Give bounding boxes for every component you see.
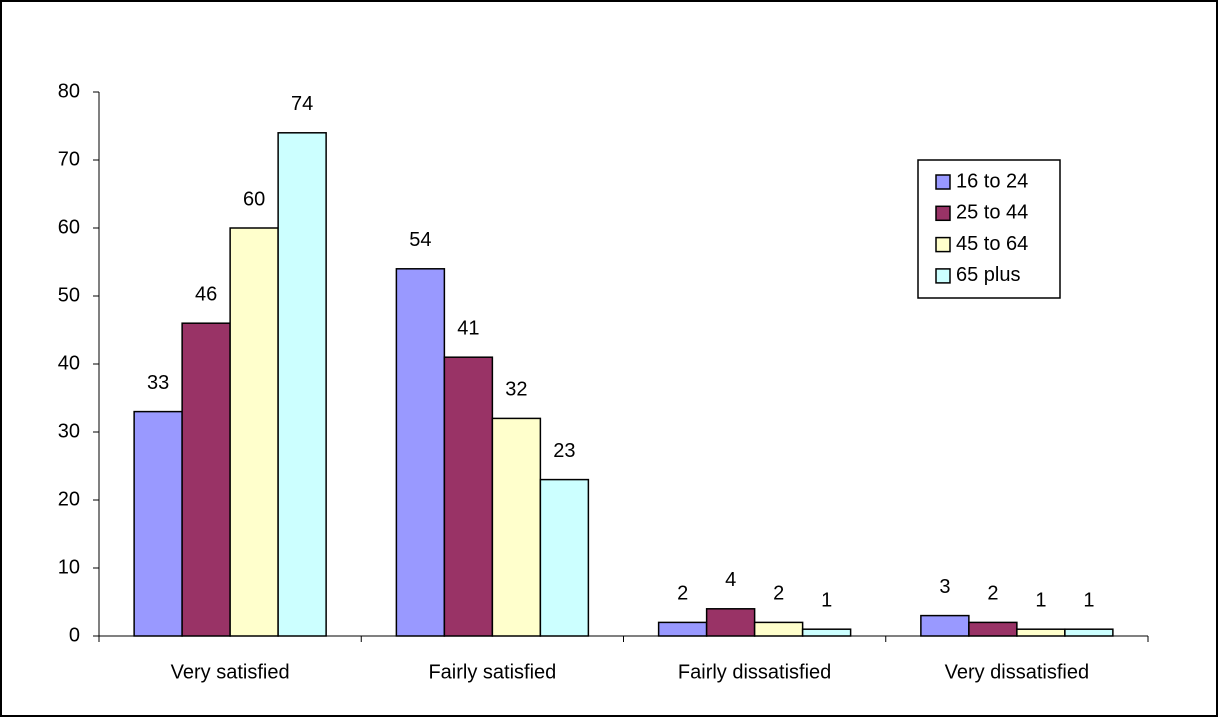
bar xyxy=(443,356,494,637)
x-tick-label: Fairly satisfied xyxy=(428,661,556,683)
bar xyxy=(801,628,852,637)
y-tick-label: 60 xyxy=(58,216,80,238)
data-label: 1 xyxy=(1035,589,1046,611)
data-label: 60 xyxy=(243,188,265,210)
bar xyxy=(395,268,446,637)
y-tick-label: 70 xyxy=(58,148,80,170)
data-label: 1 xyxy=(1083,589,1094,611)
y-tick-label: 30 xyxy=(58,420,80,442)
data-label: 2 xyxy=(773,583,784,605)
legend-label: 16 to 24 xyxy=(956,170,1028,192)
x-tick-label: Very dissatisfied xyxy=(945,661,1090,683)
bar xyxy=(133,410,183,637)
bar xyxy=(539,478,590,637)
data-label: 33 xyxy=(147,372,169,394)
y-tick-label: 50 xyxy=(58,284,80,306)
data-label: 4 xyxy=(725,569,736,591)
data-label: 3 xyxy=(939,576,950,598)
legend-label: 45 to 64 xyxy=(956,233,1028,255)
data-label: 41 xyxy=(457,317,479,339)
x-tick-label: Very satisfied xyxy=(171,661,290,683)
legend-swatch xyxy=(935,236,951,253)
legend-swatch xyxy=(935,174,951,190)
data-label: 32 xyxy=(505,379,527,401)
bar xyxy=(491,417,542,637)
y-tick-label: 0 xyxy=(69,624,80,646)
bar xyxy=(657,621,708,637)
bar xyxy=(1064,628,1114,637)
bar xyxy=(229,227,279,637)
bar xyxy=(920,614,970,637)
data-label: 54 xyxy=(409,229,431,251)
bar xyxy=(1016,628,1066,637)
bar xyxy=(181,322,231,637)
legend: 16 to 24 25 to 44 45 to 64 65 plus xyxy=(917,159,1061,299)
data-label: 46 xyxy=(195,283,217,305)
y-tick-label: 80 xyxy=(58,80,80,102)
y-tick-label: 10 xyxy=(58,556,80,578)
legend-swatch xyxy=(935,205,951,222)
y-tick-label: 20 xyxy=(58,488,80,510)
data-label: 23 xyxy=(553,440,575,462)
legend-label: 65 plus xyxy=(956,264,1021,286)
data-label: 2 xyxy=(677,583,688,605)
data-label: 1 xyxy=(821,589,832,611)
bar xyxy=(753,621,804,637)
data-label: 2 xyxy=(987,583,998,605)
bar xyxy=(277,132,327,637)
bar xyxy=(705,608,756,637)
legend-swatch xyxy=(935,268,951,284)
legend-label: 25 to 44 xyxy=(956,202,1028,224)
y-tick-label: 40 xyxy=(58,352,80,374)
bar xyxy=(968,621,1018,637)
data-label: 74 xyxy=(291,93,313,115)
x-tick-label: Fairly dissatisfied xyxy=(678,661,831,683)
